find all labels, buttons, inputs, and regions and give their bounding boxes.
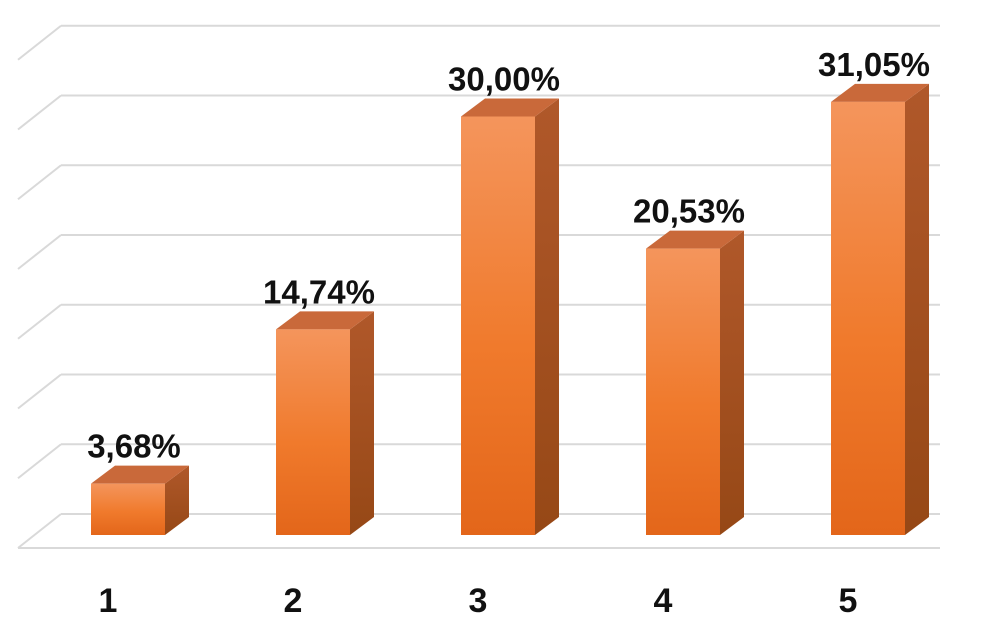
x-tick-label: 1 (99, 582, 118, 620)
bar-side (165, 465, 189, 535)
x-tick-label: 4 (654, 582, 673, 620)
bar-side (720, 230, 744, 535)
bar-top (276, 311, 374, 330)
bar-side (535, 98, 559, 535)
bar-side (905, 83, 929, 535)
bar-front (831, 101, 905, 535)
data-label: 20,53% (633, 193, 745, 230)
bar-3 (461, 98, 559, 535)
data-label: 30,00% (448, 61, 560, 98)
data-label: 31,05% (818, 46, 930, 83)
x-tick-label: 2 (284, 582, 303, 620)
bar-front (646, 248, 720, 535)
x-tick-label: 3 (469, 582, 488, 620)
data-label: 3,68% (87, 428, 181, 465)
bar-front (461, 116, 535, 535)
bar-4 (646, 230, 744, 535)
bar-top (91, 465, 189, 484)
bar-5 (831, 83, 929, 535)
bar-front (91, 483, 165, 535)
bars (91, 83, 929, 535)
bar-2 (276, 311, 374, 535)
bar-top (646, 230, 744, 249)
bar-1 (91, 465, 189, 535)
bar-top (461, 98, 559, 117)
x-axis-tick-labels: 1 2 3 4 5 (99, 582, 858, 620)
bar-side (350, 311, 374, 535)
data-label: 14,74% (263, 273, 375, 310)
bar-top (831, 83, 929, 102)
gridline (17, 24, 940, 61)
bar-front (276, 329, 350, 535)
gridline (17, 94, 940, 131)
data-labels: 3,68% 14,74% 30,00% 20,53% 31,05% (87, 46, 930, 465)
x-tick-label: 5 (839, 582, 858, 620)
